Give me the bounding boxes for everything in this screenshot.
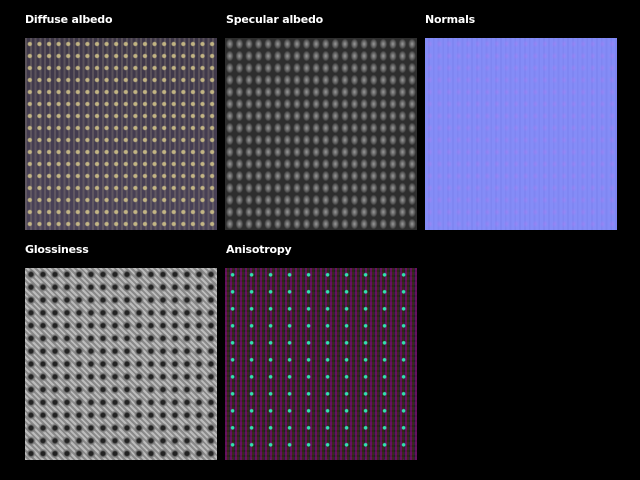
normals-label: Normals (425, 13, 475, 26)
anisotropy-label: Anisotropy (226, 243, 292, 256)
diffuse-albedo-image (25, 38, 217, 230)
specular-albedo-image (225, 38, 417, 230)
normals-image (425, 38, 617, 230)
anisotropy-image (225, 268, 417, 460)
diffuse-albedo-label: Diffuse albedo (25, 13, 113, 26)
glossiness-image (25, 268, 217, 460)
specular-albedo-label: Specular albedo (226, 13, 324, 26)
glossiness-label: Glossiness (25, 243, 89, 256)
